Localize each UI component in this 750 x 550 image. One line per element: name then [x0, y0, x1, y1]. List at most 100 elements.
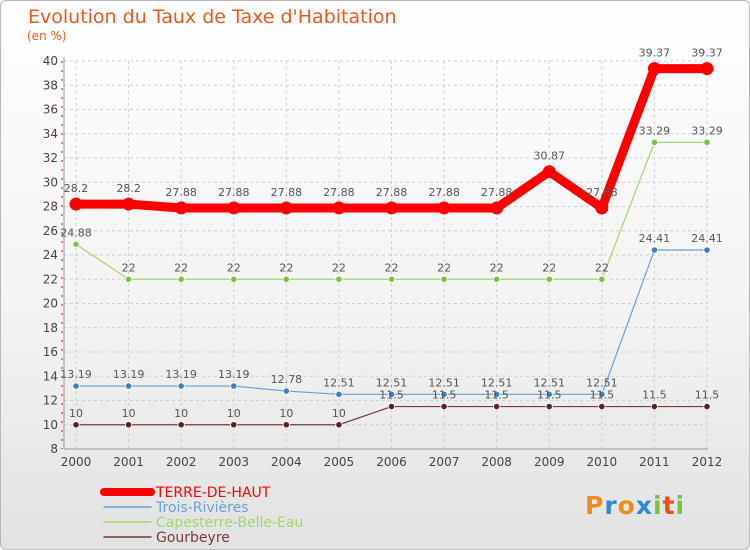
- data-label: 27.88: [481, 186, 513, 199]
- y-tick-label: 22: [43, 272, 58, 286]
- x-tick-label: 2008: [481, 455, 512, 469]
- data-point: [230, 421, 238, 429]
- data-point: [493, 402, 501, 411]
- y-tick-label: 32: [43, 151, 58, 165]
- logo-letter: i: [653, 491, 663, 520]
- data-point: [700, 62, 714, 76]
- data-point: [387, 402, 396, 411]
- series-2: [72, 138, 711, 283]
- data-label: 28.2: [116, 182, 141, 195]
- data-point: [703, 138, 711, 146]
- data-point: [332, 201, 346, 215]
- chart-title: Evolution du Taux de Taxe d'Habitation: [28, 6, 397, 28]
- data-label: 13.19: [218, 368, 250, 381]
- data-label: 24.41: [691, 232, 723, 245]
- data-point: [493, 275, 501, 283]
- data-label: 22: [174, 261, 188, 274]
- data-point: [174, 201, 188, 215]
- data-label: 39.37: [639, 47, 671, 60]
- data-label: 11.5: [432, 389, 457, 402]
- legend-label: Gourbeyre: [156, 530, 230, 546]
- data-point: [69, 197, 83, 211]
- data-label: 22: [122, 261, 136, 274]
- data-point: [440, 402, 448, 411]
- data-label: 11.5: [642, 389, 667, 402]
- data-label: 24.88: [60, 226, 92, 239]
- data-label: 33.29: [691, 124, 723, 137]
- y-tick-label: 36: [43, 103, 58, 117]
- x-tick-label: 2006: [376, 455, 407, 469]
- x-tick-label: 2003: [218, 455, 249, 469]
- x-tick-label: 2007: [429, 455, 460, 469]
- data-point: [227, 201, 241, 215]
- data-label: 11.5: [379, 389, 404, 402]
- y-tick-label: 16: [43, 345, 58, 359]
- x-tick-label: 2011: [639, 455, 670, 469]
- data-point: [335, 390, 343, 398]
- x-tick-label: 2004: [271, 455, 302, 469]
- data-point: [545, 402, 553, 411]
- y-tick-label: 24: [43, 248, 58, 262]
- data-point: [387, 390, 396, 398]
- data-label: 10: [332, 407, 346, 420]
- data-label: 22: [437, 261, 451, 274]
- logo-letter: o: [617, 491, 636, 520]
- x-tick-label: 2012: [692, 455, 723, 469]
- data-point: [72, 382, 80, 390]
- x-tick-label: 2001: [113, 455, 144, 469]
- data-label: 12.51: [481, 376, 513, 389]
- data-label: 28.2: [64, 182, 89, 195]
- x-tick-label: 2009: [534, 455, 565, 469]
- data-point: [335, 421, 343, 429]
- data-label: 10: [69, 407, 83, 420]
- y-tick-label: 38: [43, 78, 58, 92]
- data-label: 27.88: [271, 186, 303, 199]
- y-axis-unit: (en %): [27, 29, 67, 43]
- data-point: [493, 390, 501, 398]
- data-label: 27.88: [428, 186, 460, 199]
- data-point: [598, 402, 606, 411]
- y-tick-label: 12: [43, 394, 58, 408]
- data-point: [279, 201, 293, 215]
- data-point: [437, 201, 451, 215]
- data-label: 12.78: [271, 373, 303, 386]
- y-tick-label: 30: [43, 175, 58, 189]
- y-tick-label: 40: [43, 54, 58, 68]
- x-tick-label: 2010: [587, 455, 618, 469]
- y-tick-label: 20: [43, 297, 58, 311]
- data-point: [122, 197, 136, 211]
- data-point: [230, 382, 238, 390]
- data-point: [124, 421, 133, 429]
- data-point: [650, 246, 659, 254]
- data-label: 12.51: [376, 376, 408, 389]
- data-label: 12.51: [428, 376, 460, 389]
- data-label: 27.88: [586, 186, 618, 199]
- legend-label: Capesterre-Belle-Eau: [156, 515, 303, 531]
- y-tick-label: 8: [50, 442, 58, 456]
- series-3: [72, 402, 711, 429]
- data-label: 12.51: [534, 376, 566, 389]
- data-point: [335, 275, 343, 283]
- data-label: 22: [595, 261, 609, 274]
- data-label: 22: [385, 261, 399, 274]
- data-point: [124, 275, 133, 283]
- x-tick-label: 2000: [61, 455, 92, 469]
- data-label: 10: [279, 407, 293, 420]
- data-point: [177, 421, 185, 429]
- data-point: [440, 275, 448, 283]
- data-point: [703, 246, 711, 254]
- data-point: [545, 275, 553, 283]
- logo-letter: x: [635, 491, 653, 520]
- data-point: [598, 275, 606, 283]
- data-label: 22: [227, 261, 241, 274]
- data-label: 30.87: [534, 150, 566, 163]
- data-label: 27.88: [323, 186, 355, 199]
- data-point: [124, 382, 133, 390]
- data-label: 22: [490, 261, 504, 274]
- data-label: 11.5: [484, 389, 509, 402]
- y-tick-label: 26: [43, 224, 58, 238]
- x-tick-label: 2005: [324, 455, 355, 469]
- data-label: 11.5: [695, 389, 720, 402]
- data-label: 13.19: [165, 368, 197, 381]
